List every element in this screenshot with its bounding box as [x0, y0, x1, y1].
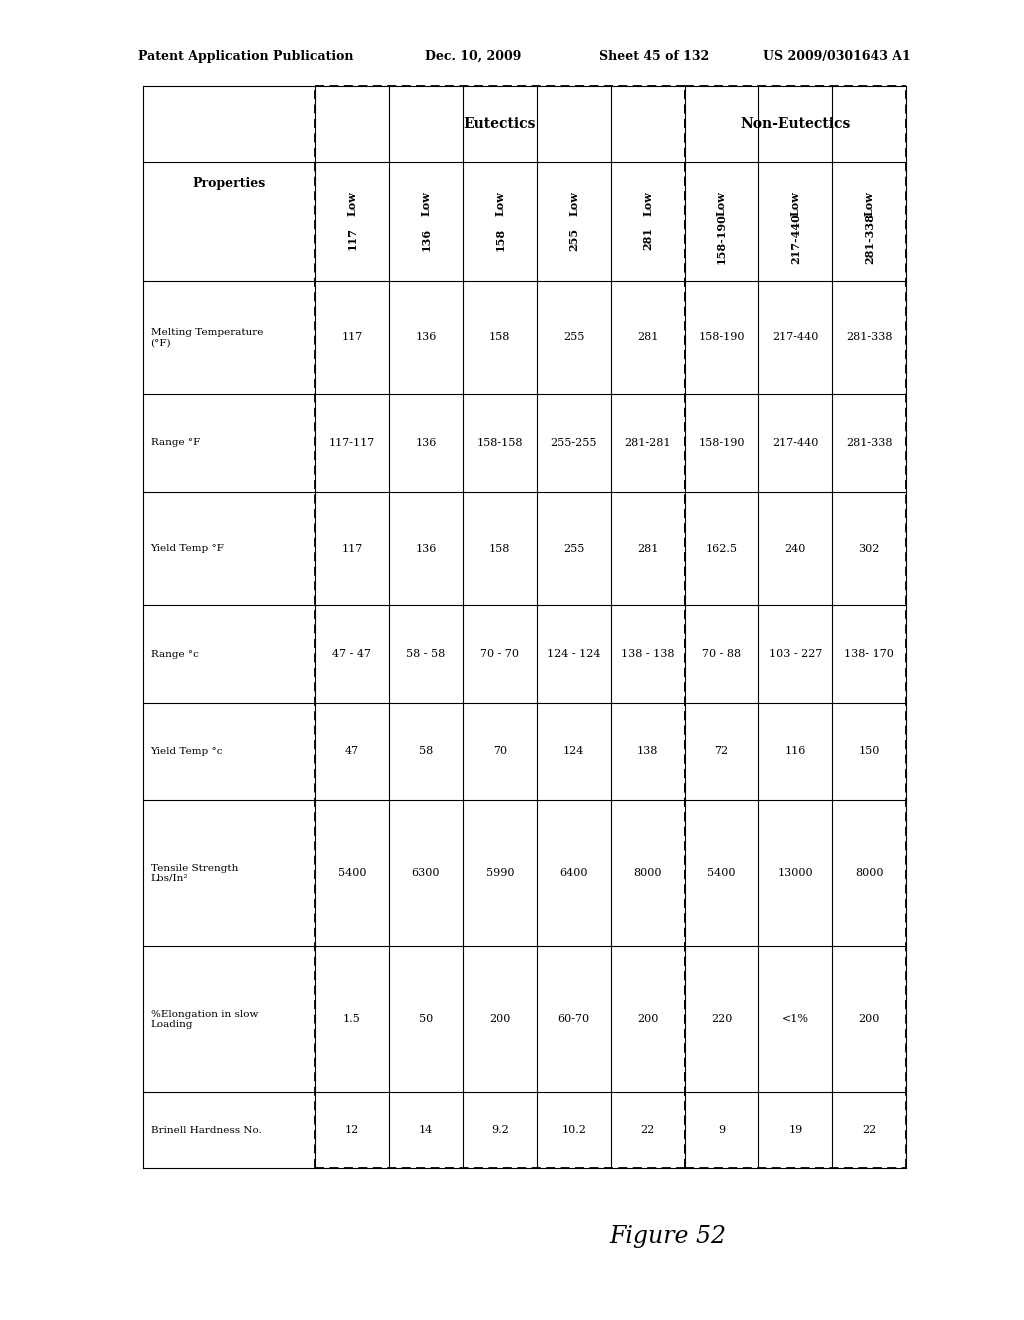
Text: 5400: 5400 — [338, 869, 367, 878]
Text: 281: 281 — [642, 227, 653, 251]
Text: 47: 47 — [345, 747, 359, 756]
Text: Dec. 10, 2009: Dec. 10, 2009 — [425, 50, 521, 63]
Text: 70 - 70: 70 - 70 — [480, 649, 519, 659]
Text: 136: 136 — [415, 544, 436, 553]
Text: 124 - 124: 124 - 124 — [547, 649, 600, 659]
Text: 158: 158 — [495, 227, 505, 251]
Text: Yield Temp °F: Yield Temp °F — [151, 544, 224, 553]
Text: 158: 158 — [489, 333, 510, 342]
Text: 150: 150 — [858, 747, 880, 756]
Text: Tensile Strength
Lbs/In²: Tensile Strength Lbs/In² — [151, 863, 238, 883]
Text: 281-338: 281-338 — [864, 214, 874, 264]
Text: 72: 72 — [715, 747, 728, 756]
Text: 138- 170: 138- 170 — [845, 649, 894, 659]
Text: 9.2: 9.2 — [490, 1126, 509, 1135]
Text: 14: 14 — [419, 1126, 433, 1135]
Text: US 2009/0301643 A1: US 2009/0301643 A1 — [763, 50, 910, 63]
Text: 138: 138 — [637, 747, 658, 756]
Text: 19: 19 — [788, 1126, 803, 1135]
Text: 217-440: 217-440 — [772, 438, 818, 447]
Text: Low: Low — [864, 191, 874, 215]
Text: 103 - 227: 103 - 227 — [769, 649, 822, 659]
Text: 50: 50 — [419, 1014, 433, 1024]
Text: 10.2: 10.2 — [561, 1126, 586, 1135]
Text: Figure 52: Figure 52 — [609, 1225, 726, 1247]
Text: 6300: 6300 — [412, 869, 440, 878]
Text: 70: 70 — [493, 747, 507, 756]
Text: 47 - 47: 47 - 47 — [333, 649, 372, 659]
Text: 255: 255 — [563, 544, 585, 553]
Text: 217-440: 217-440 — [772, 333, 818, 342]
Text: 136: 136 — [415, 333, 436, 342]
Text: 70 - 88: 70 - 88 — [701, 649, 741, 659]
Text: Non-Eutectics: Non-Eutectics — [740, 116, 851, 131]
Text: 8000: 8000 — [633, 869, 662, 878]
Text: 281-338: 281-338 — [846, 438, 893, 447]
Text: Low: Low — [346, 191, 357, 215]
Text: 60-70: 60-70 — [558, 1014, 590, 1024]
Text: Low: Low — [716, 191, 727, 215]
Text: 200: 200 — [489, 1014, 510, 1024]
Text: 158: 158 — [489, 544, 510, 553]
Text: 281: 281 — [637, 333, 658, 342]
Text: 217-440: 217-440 — [790, 214, 801, 264]
Text: 158-190: 158-190 — [698, 438, 744, 447]
Text: 9: 9 — [718, 1126, 725, 1135]
Text: 117-117: 117-117 — [329, 438, 375, 447]
Text: Brinell Hardness No.: Brinell Hardness No. — [151, 1126, 261, 1135]
Text: Yield Temp °c: Yield Temp °c — [151, 747, 223, 756]
Text: Patent Application Publication: Patent Application Publication — [138, 50, 353, 63]
Text: 12: 12 — [345, 1126, 359, 1135]
Text: 136: 136 — [415, 438, 436, 447]
Text: 302: 302 — [858, 544, 880, 553]
Text: Eutectics: Eutectics — [464, 116, 536, 131]
Text: Low: Low — [421, 191, 431, 215]
Text: 136: 136 — [421, 227, 431, 251]
Text: 117: 117 — [341, 333, 362, 342]
Text: <1%: <1% — [782, 1014, 809, 1024]
Text: Low: Low — [790, 191, 801, 215]
Text: 158-190: 158-190 — [716, 214, 727, 264]
Text: 138 - 138: 138 - 138 — [621, 649, 675, 659]
Text: 6400: 6400 — [559, 869, 588, 878]
Text: 5990: 5990 — [485, 869, 514, 878]
Text: 281-338: 281-338 — [846, 333, 893, 342]
Text: 240: 240 — [784, 544, 806, 553]
Text: Low: Low — [568, 191, 580, 215]
Text: 1.5: 1.5 — [343, 1014, 360, 1024]
Text: 58 - 58: 58 - 58 — [407, 649, 445, 659]
Text: Properties: Properties — [193, 177, 266, 190]
Text: 255: 255 — [568, 227, 580, 251]
Text: 5400: 5400 — [708, 869, 735, 878]
Text: Range °F: Range °F — [151, 438, 200, 447]
Text: 117: 117 — [341, 544, 362, 553]
Text: Range °c: Range °c — [151, 649, 199, 659]
Text: Melting Temperature
(°F): Melting Temperature (°F) — [151, 327, 263, 347]
Text: Sheet 45 of 132: Sheet 45 of 132 — [599, 50, 710, 63]
Text: Low: Low — [495, 191, 505, 215]
Text: 255-255: 255-255 — [551, 438, 597, 447]
Text: 58: 58 — [419, 747, 433, 756]
Text: 8000: 8000 — [855, 869, 884, 878]
Text: 255: 255 — [563, 333, 585, 342]
Text: 116: 116 — [784, 747, 806, 756]
Text: 22: 22 — [862, 1126, 877, 1135]
Text: 13000: 13000 — [777, 869, 813, 878]
Text: 162.5: 162.5 — [706, 544, 737, 553]
Text: 158-158: 158-158 — [476, 438, 523, 447]
Text: 124: 124 — [563, 747, 585, 756]
Text: %Elongation in slow
Loading: %Elongation in slow Loading — [151, 1010, 258, 1030]
Text: 22: 22 — [640, 1126, 654, 1135]
Text: 200: 200 — [858, 1014, 880, 1024]
Text: 158-190: 158-190 — [698, 333, 744, 342]
Text: Low: Low — [642, 191, 653, 215]
Text: 281-281: 281-281 — [625, 438, 671, 447]
Text: 281: 281 — [637, 544, 658, 553]
Text: 117: 117 — [346, 227, 357, 251]
Text: 200: 200 — [637, 1014, 658, 1024]
Text: 220: 220 — [711, 1014, 732, 1024]
